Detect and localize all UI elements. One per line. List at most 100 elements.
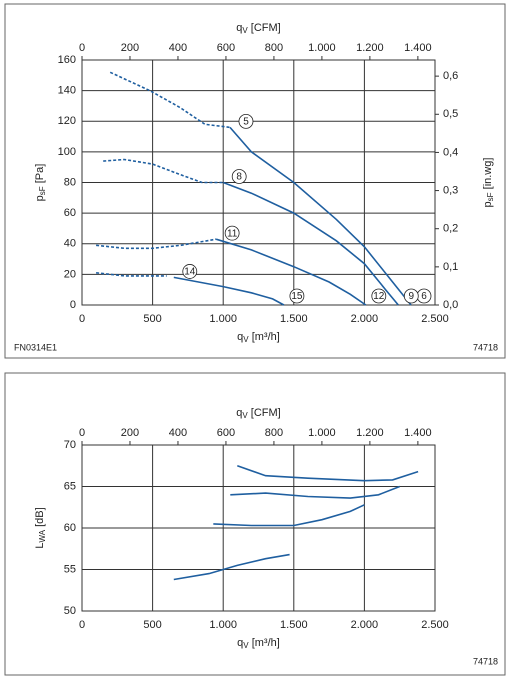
curve-label: 6 bbox=[421, 291, 427, 302]
y2-tick-label: 0,6 bbox=[443, 70, 458, 82]
y-tick-label: 120 bbox=[58, 115, 76, 127]
panel-frame bbox=[4, 3, 506, 359]
axis-label-symbol: p bbox=[34, 195, 46, 201]
curve-label: 8 bbox=[236, 172, 242, 183]
annotation: FN0314E1 bbox=[14, 342, 57, 352]
curve bbox=[213, 504, 365, 527]
y2-axis-label: psF [in.wg] bbox=[482, 158, 495, 208]
annotation: 74718 bbox=[473, 656, 498, 666]
curve-label-ring bbox=[224, 225, 240, 241]
curve bbox=[230, 485, 400, 499]
y-tick-label: 50 bbox=[64, 605, 76, 617]
x-tick-label: 2.500 bbox=[421, 619, 449, 631]
axis-label-unit: [m³/h] bbox=[249, 331, 280, 343]
x2-tick-label: 800 bbox=[265, 427, 283, 439]
x2-tick-label: 400 bbox=[169, 42, 187, 54]
axis-label-unit: [CFM] bbox=[248, 22, 281, 34]
axis-label-sub: sF bbox=[486, 192, 495, 201]
y-tick-label: 140 bbox=[58, 85, 76, 97]
plot-frame bbox=[81, 444, 436, 612]
curve-label: 14 bbox=[184, 267, 196, 278]
x2-tick-label: 200 bbox=[121, 427, 139, 439]
axis-label-symbol: L bbox=[34, 543, 46, 549]
curve-label: 9 bbox=[409, 291, 415, 302]
x-tick-label: 500 bbox=[143, 619, 161, 631]
y-axis-label: psF [Pa] bbox=[34, 164, 47, 202]
x-tick-label: 0 bbox=[79, 313, 85, 325]
x-tick-label: 1.500 bbox=[280, 619, 308, 631]
x-tick-label: 1.000 bbox=[209, 619, 237, 631]
curve-label: 15 bbox=[291, 291, 303, 302]
y-tick-label: 80 bbox=[64, 176, 76, 188]
curve-label-ring bbox=[403, 288, 419, 304]
axis-label-unit: [CFM] bbox=[248, 407, 281, 419]
x2-tick-label: 600 bbox=[217, 42, 235, 54]
x2-axis-label: qV [CFM] bbox=[236, 407, 280, 420]
x2-tick-label: 0 bbox=[79, 427, 85, 439]
x-tick-label: 1.500 bbox=[280, 313, 308, 325]
x2-tick-label: 800 bbox=[265, 42, 283, 54]
curve bbox=[173, 553, 290, 581]
axis-label-sub: V bbox=[243, 641, 249, 650]
y2-tick-label: 0,5 bbox=[443, 108, 458, 120]
x2-tick-label: 200 bbox=[121, 42, 139, 54]
curve bbox=[222, 181, 399, 306]
curve-label-ring bbox=[371, 288, 387, 304]
y-tick-label: 0 bbox=[70, 299, 76, 311]
panel-frame bbox=[4, 372, 506, 676]
x-axis-label: qV [m³/h] bbox=[237, 637, 280, 650]
axis-label-unit: [Pa] bbox=[34, 164, 46, 187]
curve-label-ring bbox=[289, 288, 305, 304]
curve bbox=[109, 71, 231, 129]
y2-tick-label: 0,4 bbox=[443, 146, 458, 158]
axis-label-sub: V bbox=[242, 26, 248, 35]
y-tick-label: 60 bbox=[64, 207, 76, 219]
axis-label-sub: V bbox=[242, 411, 248, 420]
x2-tick-label: 1.000 bbox=[308, 42, 336, 54]
axis-label-symbol: q bbox=[237, 331, 243, 343]
curve-label-ring bbox=[238, 113, 254, 129]
x2-tick-label: 0 bbox=[79, 42, 85, 54]
curve-label: 12 bbox=[373, 291, 385, 302]
x2-tick-label: 1.000 bbox=[308, 427, 336, 439]
curve bbox=[229, 126, 412, 306]
y-tick-label: 70 bbox=[64, 439, 76, 451]
curve bbox=[96, 238, 217, 250]
x-tick-label: 2.000 bbox=[351, 313, 379, 325]
curve bbox=[96, 272, 167, 277]
y-tick-label: 40 bbox=[64, 238, 76, 250]
axis-label-symbol: q bbox=[237, 637, 243, 649]
curve-label-ring bbox=[182, 264, 198, 279]
axis-label-sub: WA bbox=[38, 529, 47, 542]
x2-tick-label: 1.200 bbox=[356, 42, 384, 54]
x2-tick-label: 1.400 bbox=[404, 427, 432, 439]
x2-tick-label: 400 bbox=[169, 427, 187, 439]
axis-label-unit: [m³/h] bbox=[249, 637, 280, 649]
y2-tick-label: 0,3 bbox=[443, 184, 458, 196]
axis-label-sub: V bbox=[243, 335, 249, 344]
curve bbox=[103, 158, 224, 184]
x2-axis-label: qV [CFM] bbox=[236, 22, 280, 35]
y2-tick-label: 0,0 bbox=[443, 299, 458, 311]
x-tick-label: 2.000 bbox=[351, 619, 379, 631]
axis-label-symbol: q bbox=[236, 22, 242, 34]
y-tick-label: 160 bbox=[58, 54, 76, 66]
y2-tick-label: 0,2 bbox=[443, 223, 458, 235]
x-tick-label: 0 bbox=[79, 619, 85, 631]
y-tick-label: 60 bbox=[64, 522, 76, 534]
axis-label-unit: [in.wg] bbox=[482, 158, 494, 193]
curve-label-ring bbox=[231, 169, 247, 184]
x-tick-label: 1.000 bbox=[209, 313, 237, 325]
x-tick-label: 2.500 bbox=[421, 313, 449, 325]
curve-label: 5 bbox=[243, 117, 249, 128]
y-axis-label: LWA [dB] bbox=[34, 507, 47, 548]
axis-label-unit: [dB] bbox=[34, 507, 46, 530]
y2-tick-label: 0,1 bbox=[443, 261, 458, 273]
axis-label-sub: sF bbox=[38, 186, 47, 195]
x2-tick-label: 600 bbox=[217, 427, 235, 439]
annotation: 74718 bbox=[473, 342, 498, 352]
plot-frame bbox=[81, 59, 436, 306]
y-tick-label: 65 bbox=[64, 480, 76, 492]
curve bbox=[173, 276, 285, 306]
